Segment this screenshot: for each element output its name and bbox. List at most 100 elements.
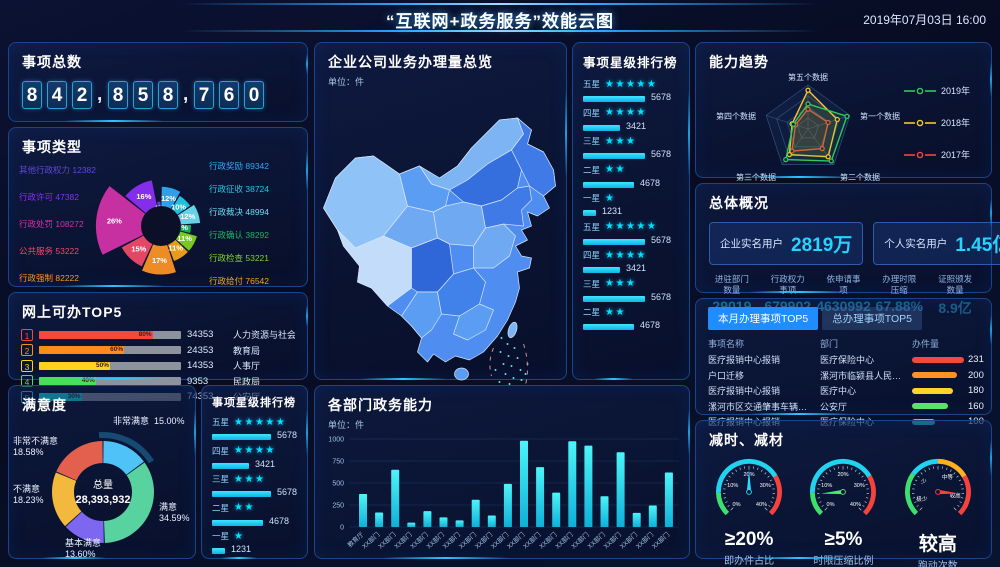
donut-chart-svg: 总量 28,393,932 — [51, 432, 155, 543]
bar — [375, 512, 384, 527]
cell-value: 231 — [968, 354, 984, 366]
header: “互联网+政务服务”效能云图 2019年07月03日 16:00 — [0, 0, 1000, 36]
stat-box-personal-users: 个人实名用户 1.45亿 — [873, 222, 1000, 265]
bar — [423, 511, 432, 527]
rose-slice-pct: 12% — [180, 212, 195, 221]
digit: , — [183, 84, 189, 105]
donut-slice — [56, 441, 103, 481]
bar — [471, 499, 480, 527]
digit: , — [97, 84, 103, 105]
tab-total-top5[interactable]: 总办理事项TOP5 — [822, 307, 922, 330]
online-top5-list: 1 80% 34353 人力资源与社会保障厅 2 60% 24353 教育局 3 50% 14353… — [9, 325, 307, 403]
china-map — [323, 117, 556, 386]
panel-star-ranking-small: 事项星级排行榜 五星 ★★★★★ 5678 四星 ★★★★ 3421 三星 ★★★ 5678 二星… — [201, 385, 308, 559]
digit: 8 — [22, 81, 42, 109]
radar-axis-label: 第四个数据 — [716, 111, 756, 121]
panel-title: 网上可办TOP5 — [22, 304, 123, 320]
cell-dept: 公安厅 — [820, 401, 848, 412]
bar — [503, 483, 512, 527]
bar — [632, 512, 641, 527]
cell-value: 200 — [968, 369, 984, 381]
table-header: 事项名称 部门 办件量 — [696, 334, 991, 352]
panel-title: 事项总数 — [22, 54, 82, 70]
header-decor-line — [180, 30, 820, 32]
progress-track: 40% — [39, 377, 181, 385]
rose-chart-svg: 12%10%12%7%11%11%17%15%26%16%4% — [95, 180, 201, 275]
stat-value: 1.45亿 — [955, 235, 1000, 256]
cell-dept: 医疗保险中心 — [820, 355, 875, 366]
star-icons: ★★ — [605, 306, 626, 318]
star-icons: ★★★★★ — [605, 78, 658, 90]
panel-title: 事项类型 — [22, 139, 82, 155]
cell-name: 户口迁移 — [708, 370, 745, 381]
table-body: 医疗报销中心报销 医疗保险中心 231 户口迁移 漯河市临颍县人民社保... 200 医疗报… — [696, 352, 991, 430]
rose-label: 行政给付 76542 — [209, 276, 269, 286]
progress-fill: 60% — [39, 346, 125, 354]
stat-label: 个人实名用户 — [884, 238, 948, 250]
star-tier-label: 四星 — [583, 250, 601, 260]
star-bar — [583, 210, 596, 216]
panel-online-top5: 网上可办TOP5 1 80% 34353 人力资源与社会保障厅 2 60% 24353 教育局… — [8, 292, 308, 403]
star-bar — [212, 462, 249, 469]
rose-label: 行政奖励 89342 — [209, 161, 269, 171]
star-ranking-row: 五星 ★★★★★ 5678 — [212, 416, 297, 440]
progress-pct: 50% — [95, 361, 109, 369]
star-icons: ★★★★★ — [605, 221, 658, 232]
donut-label: 非常满意 15.00% — [113, 416, 185, 426]
donut-slice — [104, 462, 155, 543]
gauge-tick-label: 10% — [727, 483, 738, 489]
star-ranking-row: 三星 ★★★ 5678 — [583, 278, 679, 302]
y-tick-label: 0 — [340, 525, 344, 532]
donut-slice — [103, 441, 144, 475]
overview-boxes: 企业实名用户 2819万 个人实名用户 1.45亿 — [696, 216, 1000, 269]
rose-slice-pct: 7% — [177, 223, 188, 232]
progress-track: 50% — [39, 361, 181, 370]
panel-title: 事项星级排行榜 — [212, 397, 296, 409]
donut-slice — [51, 472, 82, 527]
progress-pct: 80% — [138, 330, 152, 338]
online-top5-row: 2 60% 24353 教育局 — [21, 344, 295, 356]
panel-gauges: 减时、减材 0%10%20%30%40%0%10%20%30%40%极少少中等较… — [695, 420, 992, 567]
star-bar — [583, 267, 620, 273]
cell-dept: 医疗中心 — [820, 386, 857, 397]
star-bar — [212, 548, 225, 554]
page-title: “互联网+政务服务”效能云图 — [386, 12, 614, 31]
star-ranking-list: 五星 ★★★★★ 5678 四星 ★★★★ 3421 三星 ★★★ 5678 二星 ★★ 4678 一星… — [573, 76, 689, 337]
star-bar — [583, 238, 645, 245]
star-icons: ★★★★ — [605, 249, 647, 261]
tab-monthly-top5[interactable]: 本月办理事项TOP5 — [708, 307, 819, 330]
map-province — [511, 117, 556, 197]
radar-axis-label: 第一个数据 — [860, 111, 900, 121]
star-icons: ★★★ — [605, 278, 637, 289]
star-icons: ★ — [234, 530, 245, 542]
star-ranking-row: 三星 ★★★ 5678 — [212, 473, 297, 497]
rose-label: 行政处罚 108272 — [19, 219, 84, 229]
donut-center-value: 28,393,932 — [75, 494, 130, 506]
stat-label: 进驻部门 数量 — [714, 274, 749, 296]
gauge-value: 较高 — [918, 534, 957, 555]
star-bar — [212, 434, 271, 440]
star-value: 1231 — [602, 206, 623, 216]
star-value: 1231 — [231, 544, 252, 554]
bar — [455, 520, 464, 527]
gauge-tick-label: 0% — [733, 502, 741, 508]
legend-label: 2019年 — [941, 85, 970, 96]
rose-slice-pct: 11% — [177, 234, 192, 243]
panel-radar: 能力趋势 第五个数据 第一个数据 第二个数据 第三个数据 第四个数据 2019年 2018年… — [695, 42, 992, 182]
rose-slice — [95, 186, 161, 255]
gauge-value: ≥5% — [824, 529, 863, 550]
map-province — [481, 185, 532, 229]
table-row: 户口迁移 漯河市临颍县人民社保... 200 — [696, 368, 991, 384]
rank-badge: 3 — [21, 359, 33, 372]
y-tick-label: 1000 — [328, 437, 344, 444]
star-value: 4678 — [269, 515, 290, 526]
map-taiwan-island — [507, 321, 518, 339]
map-south-sea-islands — [494, 337, 529, 386]
stat-label: 办理时限 压缩 — [882, 274, 917, 296]
map-dash-line — [489, 343, 528, 386]
row-name: 教育局 — [233, 345, 261, 356]
digit: 8 — [108, 81, 128, 109]
cell-dept: 漯河市临颍县人民社保... — [820, 370, 912, 381]
